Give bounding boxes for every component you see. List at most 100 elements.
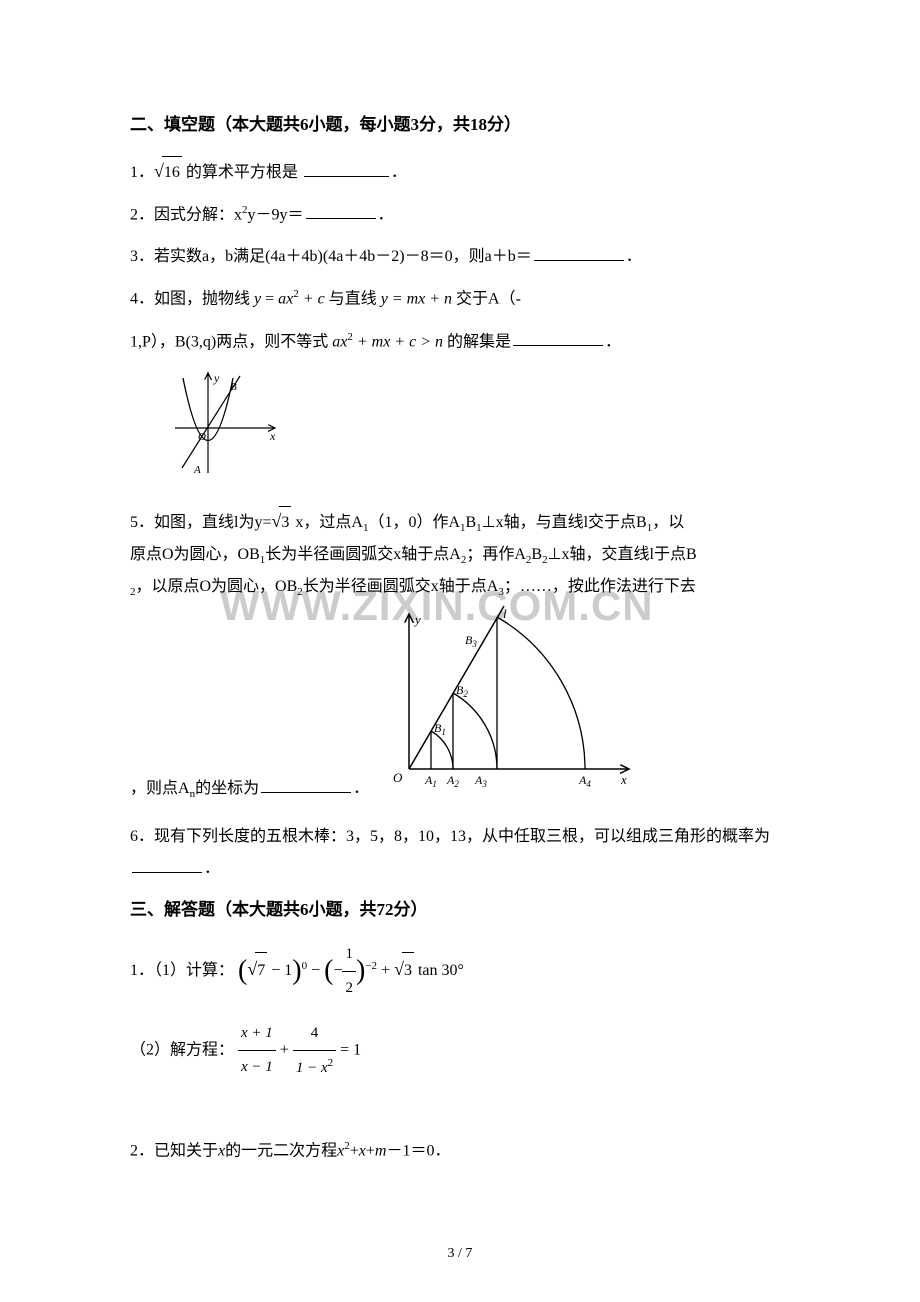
page-content: 二、填空题（本大题共6小题，每小题3分，共18分） 1．√16 的算术平方根是 … <box>130 110 790 1167</box>
blank <box>132 857 202 873</box>
t: 的解集是 <box>443 333 511 350</box>
t: 交于A（- <box>452 291 521 308</box>
sqrt-16: √16 <box>154 153 182 189</box>
t: + <box>280 1041 293 1058</box>
frac: 12 <box>342 938 356 1005</box>
blank <box>513 330 603 346</box>
q2-6: 6．现有下列长度的五根木棒：3，5，8，10，13，从中任取三根，可以组成三角形… <box>130 821 790 885</box>
t: + <box>366 1142 375 1159</box>
label-B3: B3 <box>465 633 477 649</box>
eq: ax <box>278 291 293 308</box>
period: ． <box>353 780 369 797</box>
blank <box>306 203 376 219</box>
t: 长为半径画圆弧交x轴于点A <box>303 578 499 595</box>
q2-3-text: 3．若实数a，b满足(4a＋4b)(4a＋4b－2)－8＝0，则a＋b＝ <box>130 248 532 265</box>
label-A4: A4 <box>578 773 591 789</box>
period: ． <box>626 248 642 265</box>
q3-2: 2．已知关于x的一元二次方程x2+x+m－1＝0． <box>130 1135 790 1167</box>
t: tan 30° <box>414 962 464 979</box>
rparen: ) <box>292 957 301 985</box>
t: + <box>350 1142 359 1159</box>
label-B: B <box>230 381 237 393</box>
label-O: O <box>393 770 403 785</box>
eq: + mx + c > n <box>353 333 443 350</box>
t: − <box>311 962 324 979</box>
t: ，以原点O为圆心，OB <box>136 578 298 595</box>
t: －1＝0． <box>386 1142 450 1159</box>
parabola-diagram: y x O A B <box>170 368 790 488</box>
blank <box>261 777 351 793</box>
q5-last: ，则点An的坐标为． <box>130 604 790 806</box>
label-l: l <box>503 606 507 621</box>
frac1: x + 1x − 1 <box>238 1017 276 1084</box>
q3-1-2: （2）解方程： x + 1x − 1 + 41 − x2 = 1 <box>130 1017 790 1085</box>
eq: ax <box>332 333 347 350</box>
t: ，以 <box>652 514 684 531</box>
page-number: 3 / 7 <box>0 1246 920 1262</box>
t: 1,P），B(3,q)两点，则不等式 <box>130 333 332 350</box>
q2-4-line2: 1,P），B(3,q)两点，则不等式 ax2 + mx + c > n 的解集是… <box>130 326 790 358</box>
period: ． <box>391 164 407 181</box>
t: ，则点A <box>130 780 190 797</box>
t: （2）解方程： <box>130 1041 234 1058</box>
sqrt3: √3 <box>271 503 291 539</box>
t: B <box>466 514 477 531</box>
sup: −2 <box>365 959 377 971</box>
t: − 1 <box>267 962 292 979</box>
label-A2: A2 <box>446 773 459 789</box>
t: 长为半径画圆弧交x轴于点A <box>265 546 461 563</box>
t: 的坐标为 <box>195 780 259 797</box>
label-A1: A1 <box>424 773 437 789</box>
t: ；再作A <box>466 546 526 563</box>
t: 原点O为圆心，OB <box>130 546 260 563</box>
q5-last-text: ，则点An的坐标为． <box>130 773 369 805</box>
q2-5: 5．如图，直线l为y=√3 x，过点A1（1，0）作A1B1⊥x轴，与直线l交于… <box>130 503 790 806</box>
q2-2: 2．因式分解：x2y－9y＝． <box>130 199 790 231</box>
sqrt3: √3 <box>394 950 414 990</box>
frac2: 41 − x2 <box>293 1017 336 1085</box>
label-O: O <box>198 431 206 443</box>
t: + <box>381 962 394 979</box>
eq: + c <box>299 291 325 308</box>
t: = 1 <box>340 1041 361 1058</box>
arcs-diagram: O y x l A1 A2 A3 A4 B1 B2 B3 <box>379 604 639 806</box>
q2-2-text: y－9y＝ <box>248 206 304 223</box>
m: m <box>375 1142 387 1159</box>
t: 4．如图，抛物线 <box>130 291 254 308</box>
t: B <box>531 546 542 563</box>
eq: y = mx + n <box>381 291 452 308</box>
period: ． <box>605 333 621 350</box>
label-y: y <box>213 371 220 385</box>
period: ． <box>204 860 220 877</box>
q2-1-text: 的算术平方根是 <box>182 164 302 181</box>
q2-2-prefix: 2．因式分解：x <box>130 206 242 223</box>
blank <box>534 245 624 261</box>
q2-3: 3．若实数a，b满足(4a＋4b)(4a＋4b－2)－8＝0，则a＋b＝ ． <box>130 241 790 273</box>
label-y: y <box>413 612 421 627</box>
label-x: x <box>620 772 627 787</box>
period: ． <box>378 206 394 223</box>
t: ⊥x轴，与直线l交于点B <box>482 514 647 531</box>
t: 5．如图，直线l为y= <box>130 514 271 531</box>
t: （1，0）作A <box>368 514 460 531</box>
eq: = <box>261 291 278 308</box>
blank <box>304 161 389 177</box>
t: ；……，按此作法进行下去 <box>504 578 696 595</box>
label-A: A <box>193 464 201 476</box>
arcs-svg: O y x l A1 A2 A3 A4 B1 B2 B3 <box>379 604 639 794</box>
q3-1-1: 1．（1）计算： (√7 − 1)0 − (−12)−2 + √3 tan 30… <box>130 938 790 1005</box>
rparen: ) <box>356 957 365 985</box>
sqrt7: √7 <box>247 950 267 990</box>
q2-1: 1．√16 的算术平方根是 ． <box>130 153 790 189</box>
t: ⊥x轴，交直线l于点B <box>548 546 697 563</box>
parabola-svg: y x O A B <box>170 368 285 483</box>
t: 1．（1）计算： <box>130 962 234 979</box>
t: 2．已知关于 <box>130 1142 218 1159</box>
lparen: ( <box>238 957 247 985</box>
label-A3: A3 <box>474 773 487 789</box>
sup: 0 <box>302 959 308 971</box>
t: 6．现有下列长度的五根木棒：3，5，8，10，13，从中任取三根，可以组成三角形… <box>130 828 770 845</box>
section2-title: 二、填空题（本大题共6小题，每小题3分，共18分） <box>130 110 790 135</box>
t: 与直线 <box>325 291 381 308</box>
label-B1: B1 <box>434 721 446 737</box>
